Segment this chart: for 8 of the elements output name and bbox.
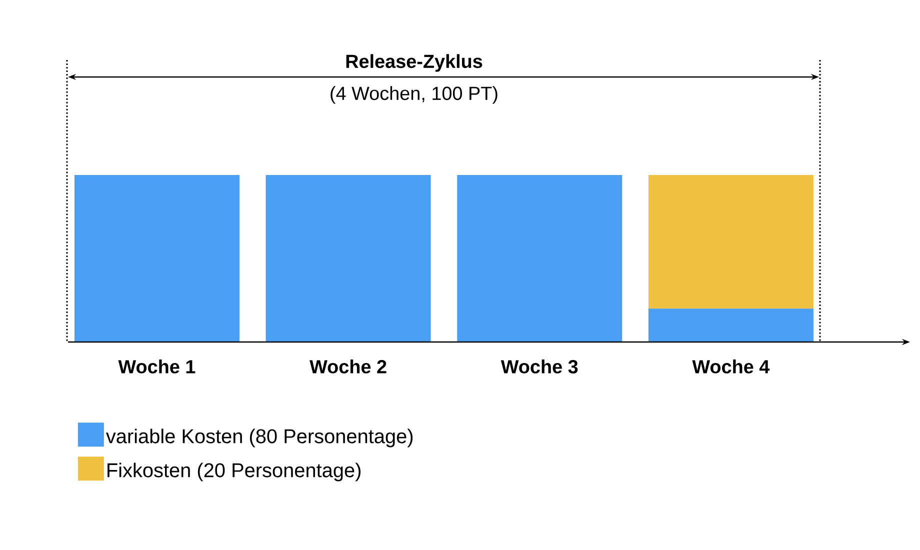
x-tick-label: Woche 2	[310, 360, 386, 374]
legend-label: Fixkosten (20 Personentage)	[108, 462, 360, 482]
x-tick-label: Woche 3	[500, 360, 578, 374]
x-tick-label: Woche 1	[118, 360, 196, 374]
x-tick-label: Woche 4	[692, 360, 770, 374]
legend-label: variable Kosten (80 Personentage)	[106, 428, 413, 448]
chart-title: Release-Zyklus	[346, 54, 482, 72]
chart-subtitle: (4 Wochen, 100 PT)	[330, 86, 498, 104]
